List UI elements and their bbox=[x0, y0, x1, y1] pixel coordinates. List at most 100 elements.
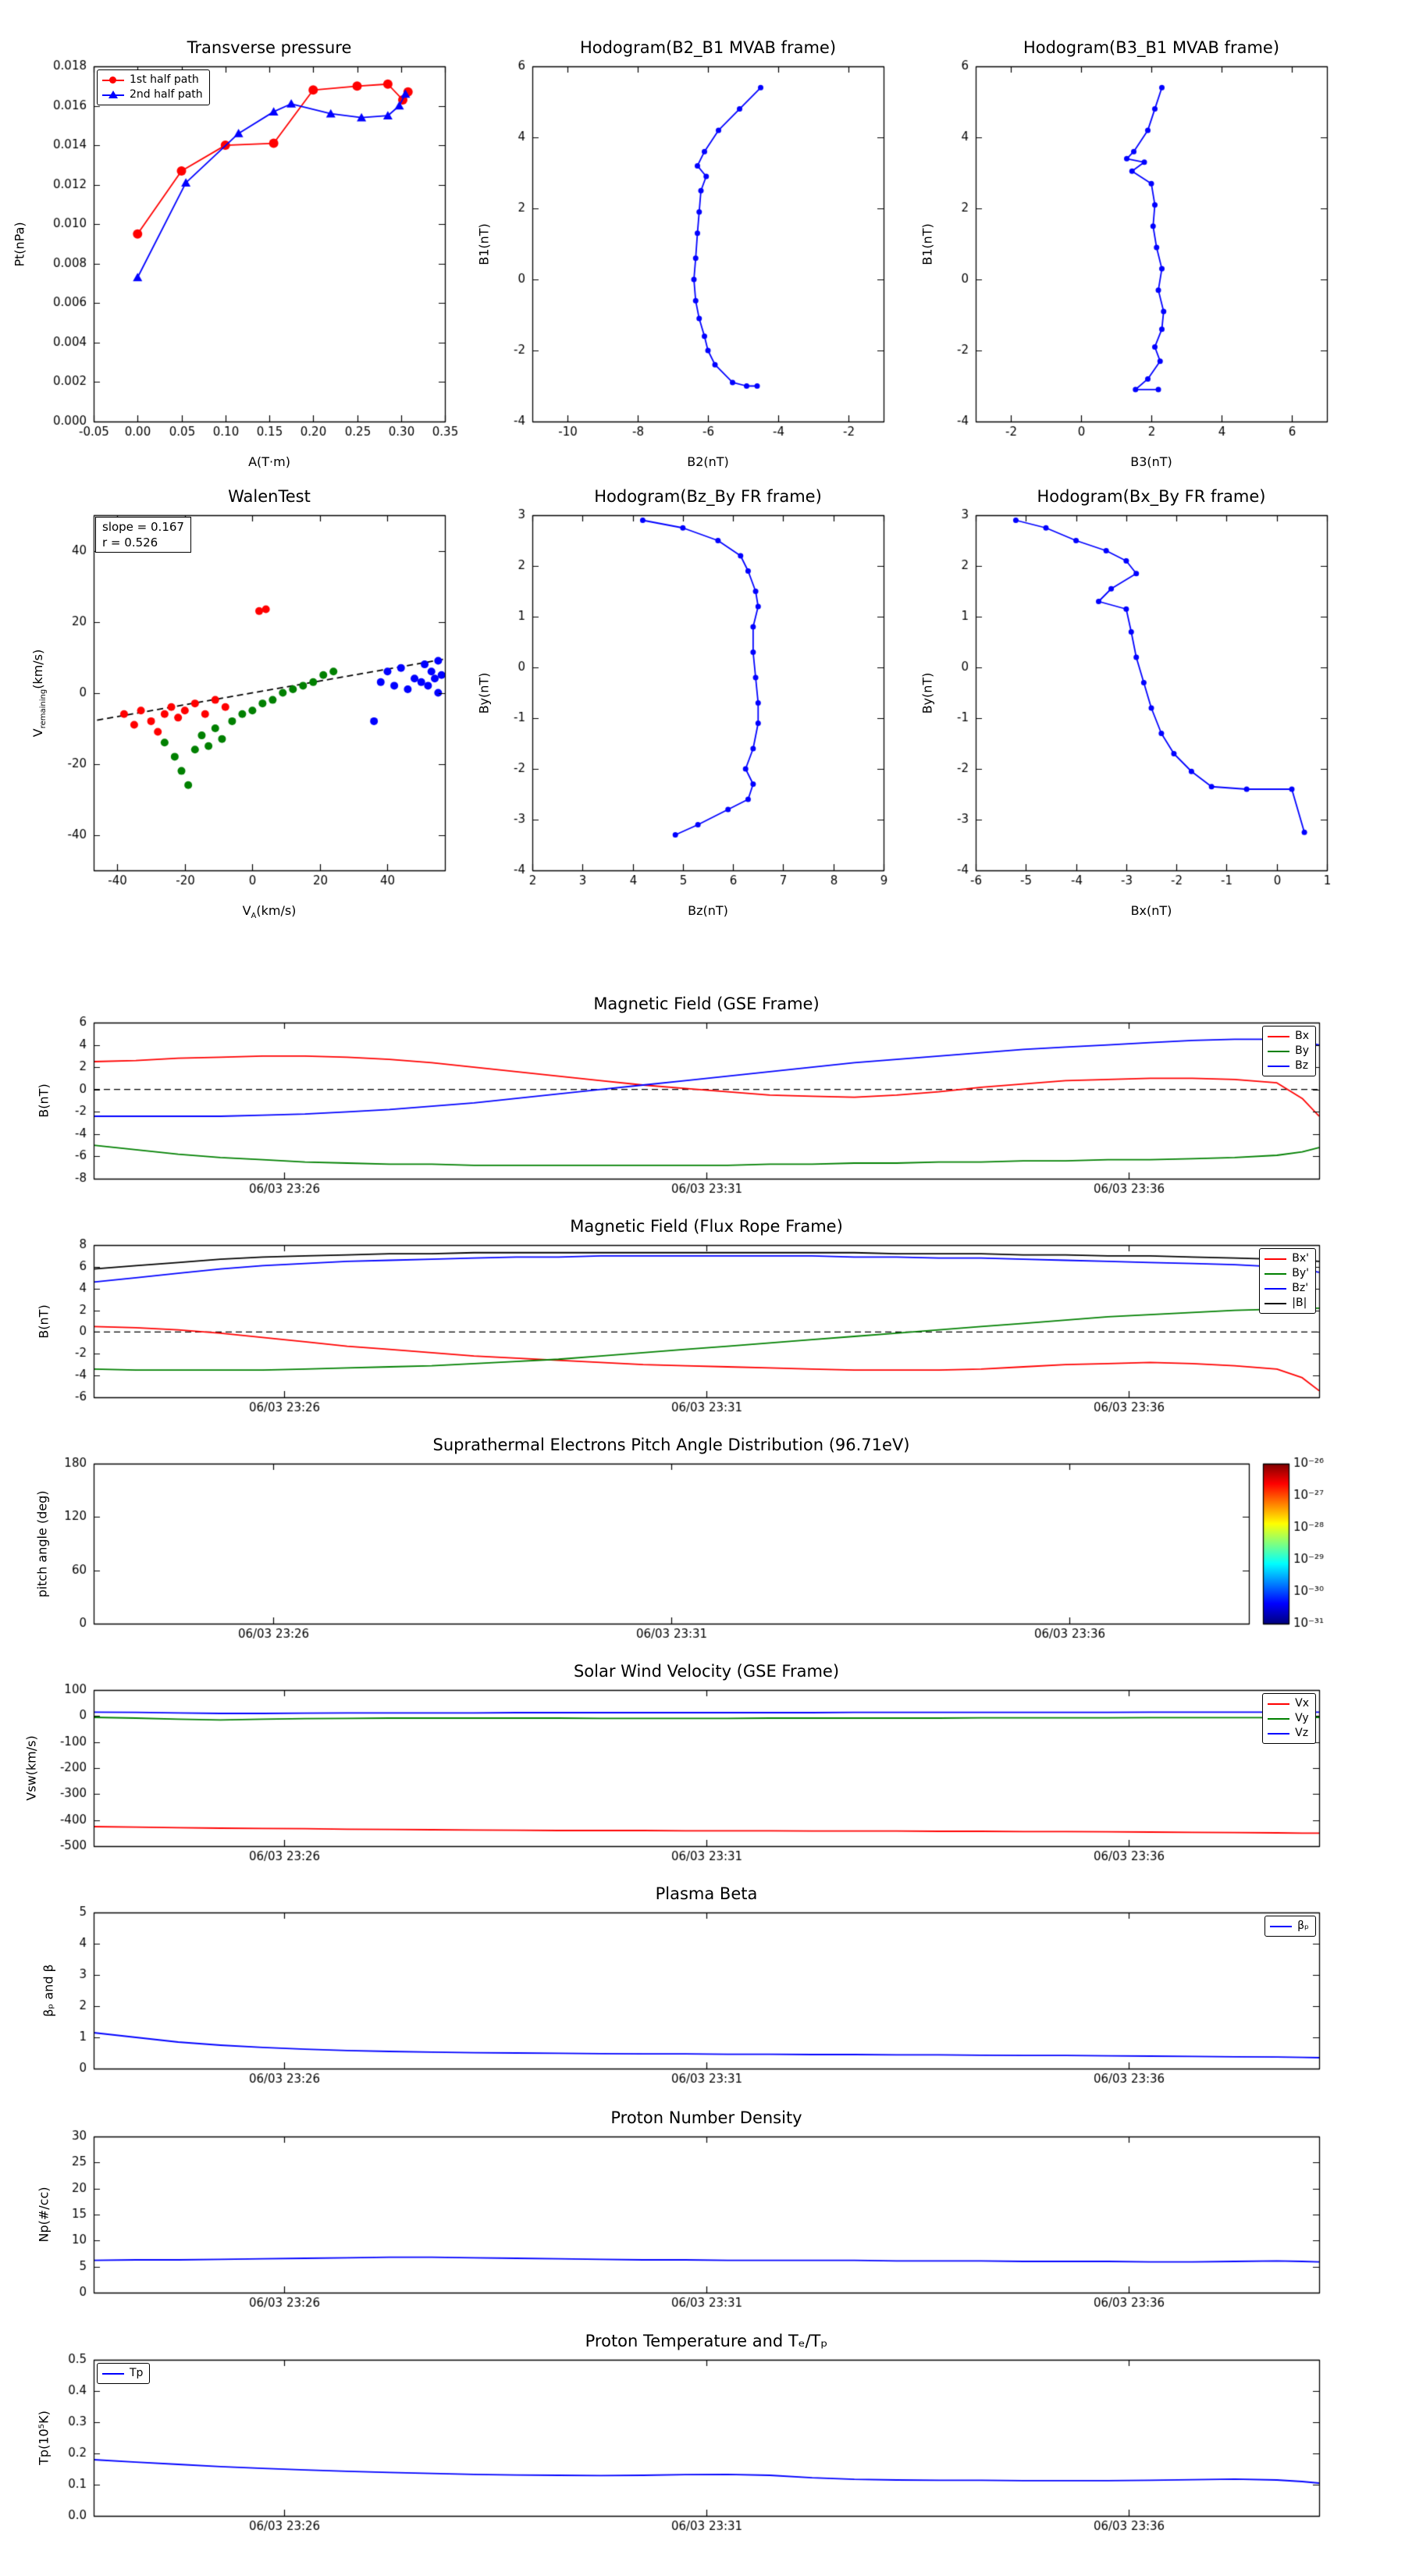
panel-title: Hodogram(B2_B1 MVAB frame) bbox=[579, 38, 837, 57]
ylabel-pre: V bbox=[30, 728, 45, 737]
legend-line-glyph bbox=[1268, 1047, 1290, 1056]
ylabel: B1(nT) bbox=[476, 222, 492, 265]
xlabel-post: (km/s) bbox=[256, 903, 297, 918]
panel-title: Proton Temperature and Tₑ/Tₚ bbox=[585, 2332, 828, 2350]
fit-stats-box: slope = 0.167 r = 0.526 bbox=[95, 517, 191, 553]
ylabel: Vsw(km/s) bbox=[23, 1735, 39, 1801]
legend-label: Bx bbox=[1295, 1030, 1309, 1042]
panel-title: WalenTest bbox=[228, 487, 311, 506]
panel-title: Magnetic Field (GSE Frame) bbox=[593, 994, 820, 1013]
legend: βₚ bbox=[1264, 1916, 1316, 1937]
xlabel: A(T·m) bbox=[248, 454, 290, 469]
legend-entry: Bz bbox=[1268, 1059, 1309, 1073]
panel-title: Hodogram(B3_B1 MVAB frame) bbox=[1023, 38, 1280, 57]
legend-label: Vx bbox=[1295, 1697, 1309, 1710]
legend-line-glyph bbox=[1268, 1062, 1290, 1071]
panel-hodogram-bz-by: Hodogram(Bz_By FR frame) Bz(nT) By(nT) bbox=[477, 487, 884, 918]
legend-entry: Vx bbox=[1268, 1696, 1309, 1711]
legend: Tp bbox=[97, 2363, 151, 2384]
legend-entry: Vz bbox=[1268, 1726, 1309, 1741]
legend-entry: βₚ bbox=[1270, 1919, 1309, 1934]
legend-entry: By bbox=[1268, 1044, 1309, 1059]
legend-label: Vy bbox=[1295, 1712, 1309, 1724]
legend-label: Bz' bbox=[1292, 1282, 1309, 1294]
legend-line-glyph bbox=[1264, 1299, 1287, 1308]
panel-title: Plasma Beta bbox=[655, 1884, 758, 1903]
panel-title: Hodogram(Bz_By FR frame) bbox=[594, 487, 822, 506]
panel-title: Hodogram(Bx_By FR frame) bbox=[1037, 487, 1266, 506]
panel-electron-pad: Suprathermal Electrons Pitch Angle Distr… bbox=[35, 1436, 1249, 1624]
xlabel: B2(nT) bbox=[687, 454, 729, 469]
fit-stat-line: r = 0.526 bbox=[102, 535, 158, 550]
ylabel: Tp(10⁵K) bbox=[36, 2411, 52, 2465]
legend-entry: 1st half path bbox=[102, 73, 203, 87]
legend: Vx Vy Vz bbox=[1262, 1693, 1316, 1744]
legend-triangle-glyph bbox=[102, 90, 124, 100]
legend-entry: Vy bbox=[1268, 1711, 1309, 1726]
legend-label: By' bbox=[1292, 1267, 1309, 1279]
legend-entry: |B| bbox=[1264, 1296, 1309, 1311]
ylabel: By(nT) bbox=[919, 672, 935, 713]
fit-stat-line: slope = 0.167 bbox=[102, 520, 184, 534]
ylabel: pitch angle (deg) bbox=[34, 1489, 50, 1598]
legend: 1st half path 2nd half path bbox=[97, 69, 210, 105]
legend-line-glyph bbox=[1268, 1699, 1290, 1709]
legend-line-glyph bbox=[1270, 1922, 1293, 1931]
panel-title: Magnetic Field (Flux Rope Frame) bbox=[570, 1217, 843, 1236]
xlabel: B3(nT) bbox=[1130, 454, 1172, 469]
panel-proton-density: Proton Number Density Np(#/cc) bbox=[37, 2108, 1319, 2293]
legend-label: Vz bbox=[1295, 1727, 1309, 1739]
legend-entry: Tp bbox=[102, 2366, 143, 2381]
legend-label: 2nd half path bbox=[130, 88, 203, 101]
ylabel: B(nT) bbox=[36, 1083, 52, 1118]
ylabel: B(nT) bbox=[36, 1304, 52, 1339]
panel-magnetic-field-gse: Magnetic Field (GSE Frame) B(nT) Bx By Bz bbox=[37, 994, 1319, 1179]
legend-line-glyph bbox=[1264, 1269, 1287, 1279]
panel-walen-test: WalenTest VA(km/s) Vremaining(km/s) slope … bbox=[30, 487, 445, 920]
legend-entry: Bx bbox=[1268, 1029, 1309, 1044]
legend-line-glyph bbox=[102, 2369, 124, 2379]
legend-line-glyph bbox=[1268, 1032, 1290, 1041]
ylabel: B1(nT) bbox=[919, 222, 935, 265]
panel-transverse-pressure: Transverse pressure A(T·m) Pt(nPa) 1st hal… bbox=[12, 38, 445, 469]
ylabel: Pt(nPa) bbox=[12, 221, 27, 267]
panel-hodogram-bx-by: Hodogram(Bx_By FR frame) Bx(nT) By(nT) bbox=[920, 487, 1327, 918]
legend-entry: Bx' bbox=[1264, 1251, 1309, 1266]
legend-circle-glyph bbox=[102, 76, 124, 85]
panel-magnetic-field-fr: Magnetic Field (Flux Rope Frame) B(nT) Bx… bbox=[37, 1217, 1319, 1397]
legend-label: Bx' bbox=[1292, 1252, 1309, 1265]
legend-label: |B| bbox=[1292, 1297, 1307, 1309]
legend-label: 1st half path bbox=[130, 73, 199, 86]
panel-hodogram-b2-b1: Hodogram(B2_B1 MVAB frame) B2(nT) B1(nT) bbox=[477, 38, 884, 469]
panel-title: Proton Number Density bbox=[610, 2108, 802, 2127]
panel-hodogram-b3-b1: Hodogram(B3_B1 MVAB frame) B3(nT) B1(nT) bbox=[920, 38, 1327, 469]
ylabel: Vremaining(km/s) bbox=[30, 649, 48, 737]
legend-entry: By' bbox=[1264, 1266, 1309, 1281]
legend-line-glyph bbox=[1268, 1714, 1290, 1724]
panel-title: Suprathermal Electrons Pitch Angle Distr… bbox=[432, 1436, 910, 1454]
legend: Bx By Bz bbox=[1262, 1026, 1316, 1076]
legend-line-glyph bbox=[1264, 1284, 1287, 1293]
ylabel-post: (km/s) bbox=[30, 649, 45, 689]
ylabel: βₚ and β bbox=[41, 1964, 56, 2017]
panel-solar-wind-velocity: Solar Wind Velocity (GSE Frame) Vsw(km/s… bbox=[24, 1662, 1319, 1846]
ylabel-sub: remaining bbox=[39, 688, 48, 728]
xlabel: Bx(nT) bbox=[1130, 903, 1172, 918]
legend-label: Tp bbox=[130, 2367, 144, 2379]
legend-entry: Bz' bbox=[1264, 1281, 1309, 1296]
legend-entry: 2nd half path bbox=[102, 87, 203, 102]
panel-plasma-beta: Plasma Beta βₚ and β βₚ bbox=[41, 1884, 1319, 2069]
panel-title: Solar Wind Velocity (GSE Frame) bbox=[573, 1662, 840, 1681]
panel-proton-temperature: Proton Temperature and Tₑ/Tₚ Tp(10⁵K) Tp bbox=[37, 2332, 1319, 2516]
legend-line-glyph bbox=[1264, 1254, 1287, 1264]
legend-line-glyph bbox=[1268, 1729, 1290, 1738]
xlabel-pre: V bbox=[242, 903, 251, 918]
legend-label: βₚ bbox=[1297, 1920, 1309, 1932]
xlabel: VA(km/s) bbox=[94, 903, 445, 920]
legend-label: Bz bbox=[1295, 1059, 1309, 1072]
legend: Bx' By' Bz' |B| bbox=[1259, 1248, 1316, 1314]
ylabel: By(nT) bbox=[476, 672, 492, 713]
panel-title: Transverse pressure bbox=[187, 38, 352, 57]
